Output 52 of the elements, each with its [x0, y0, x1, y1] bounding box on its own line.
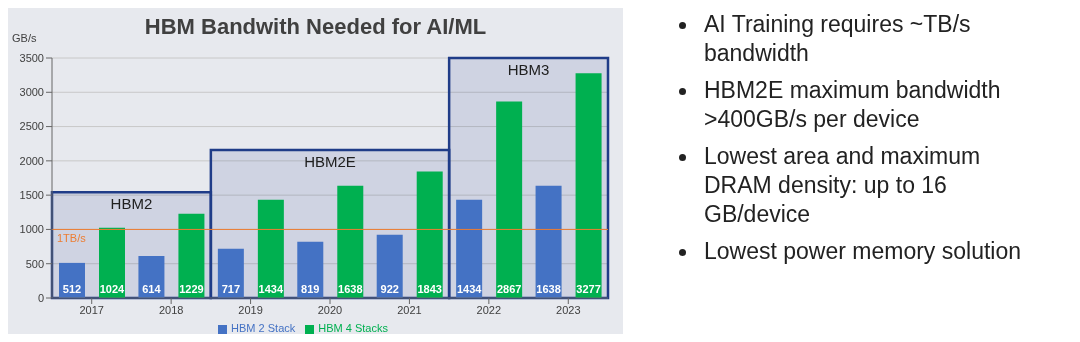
bar — [456, 199, 483, 298]
data-label: 1638 — [536, 283, 561, 295]
x-tick-label: 2019 — [238, 303, 263, 316]
data-label: 1434 — [456, 283, 483, 295]
y-tick-label: 2000 — [19, 154, 44, 167]
bar — [376, 234, 403, 298]
data-label: 1229 — [179, 283, 204, 295]
data-label: 1843 — [417, 283, 442, 295]
data-label: 1024 — [99, 283, 126, 295]
data-label: 1434 — [258, 283, 284, 295]
data-label: 2867 — [496, 283, 522, 295]
bar — [297, 241, 324, 298]
y-axis-title: GB/s — [12, 32, 37, 44]
x-tick-label: 2020 — [317, 303, 343, 316]
y-tick-label: 2500 — [19, 120, 44, 133]
y-tick-label: 1000 — [19, 223, 44, 236]
bar — [337, 185, 364, 298]
y-tick-label: 1500 — [19, 189, 44, 202]
text: AI Training requires ~TB/s bandwidth — [704, 10, 972, 68]
legend-label: HBM 2 Stack — [231, 322, 296, 334]
data-label: 1638 — [338, 283, 363, 295]
band-label: HBM3 — [507, 60, 550, 78]
data-label: 922 — [380, 283, 399, 295]
legend-label: HBM 4 Stacks — [318, 322, 388, 334]
x-tick-label: 2017 — [79, 303, 104, 316]
y-tick-label: 500 — [25, 257, 44, 270]
bar — [217, 248, 244, 298]
chart-title: HBM Bandwith Needed for AI/ML — [144, 14, 487, 39]
x-tick-label: 2018 — [158, 303, 184, 316]
x-tick-label: 2021 — [397, 303, 422, 316]
text: Lowest power memory solution — [704, 237, 1022, 266]
bar — [257, 199, 284, 298]
data-label: 512 — [62, 283, 82, 295]
bar — [575, 73, 602, 298]
data-label: 3277 — [576, 283, 601, 295]
bar — [496, 101, 523, 298]
band-label: HBM2 — [110, 194, 153, 212]
data-label: 819 — [301, 283, 320, 295]
data-label: 717 — [221, 283, 241, 295]
text: Lowest area and maximum DRAM density: up to 16 GB/device — [704, 142, 982, 229]
band-label: HBM2E — [304, 152, 356, 170]
y-tick-label: 3000 — [19, 86, 44, 99]
x-tick-label: 2023 — [556, 303, 581, 316]
ref-line-label: 1TB/s — [57, 232, 87, 245]
data-label: 614 — [142, 283, 162, 295]
text: HBM2E maximum bandwidth >400GB/s per device — [704, 76, 1002, 134]
y-tick-label: 3500 — [19, 51, 44, 64]
bar — [178, 213, 205, 298]
bar — [416, 171, 443, 298]
y-tick-label: 0 — [37, 291, 44, 304]
bar — [535, 185, 562, 298]
x-tick-label: 2022 — [476, 303, 502, 316]
